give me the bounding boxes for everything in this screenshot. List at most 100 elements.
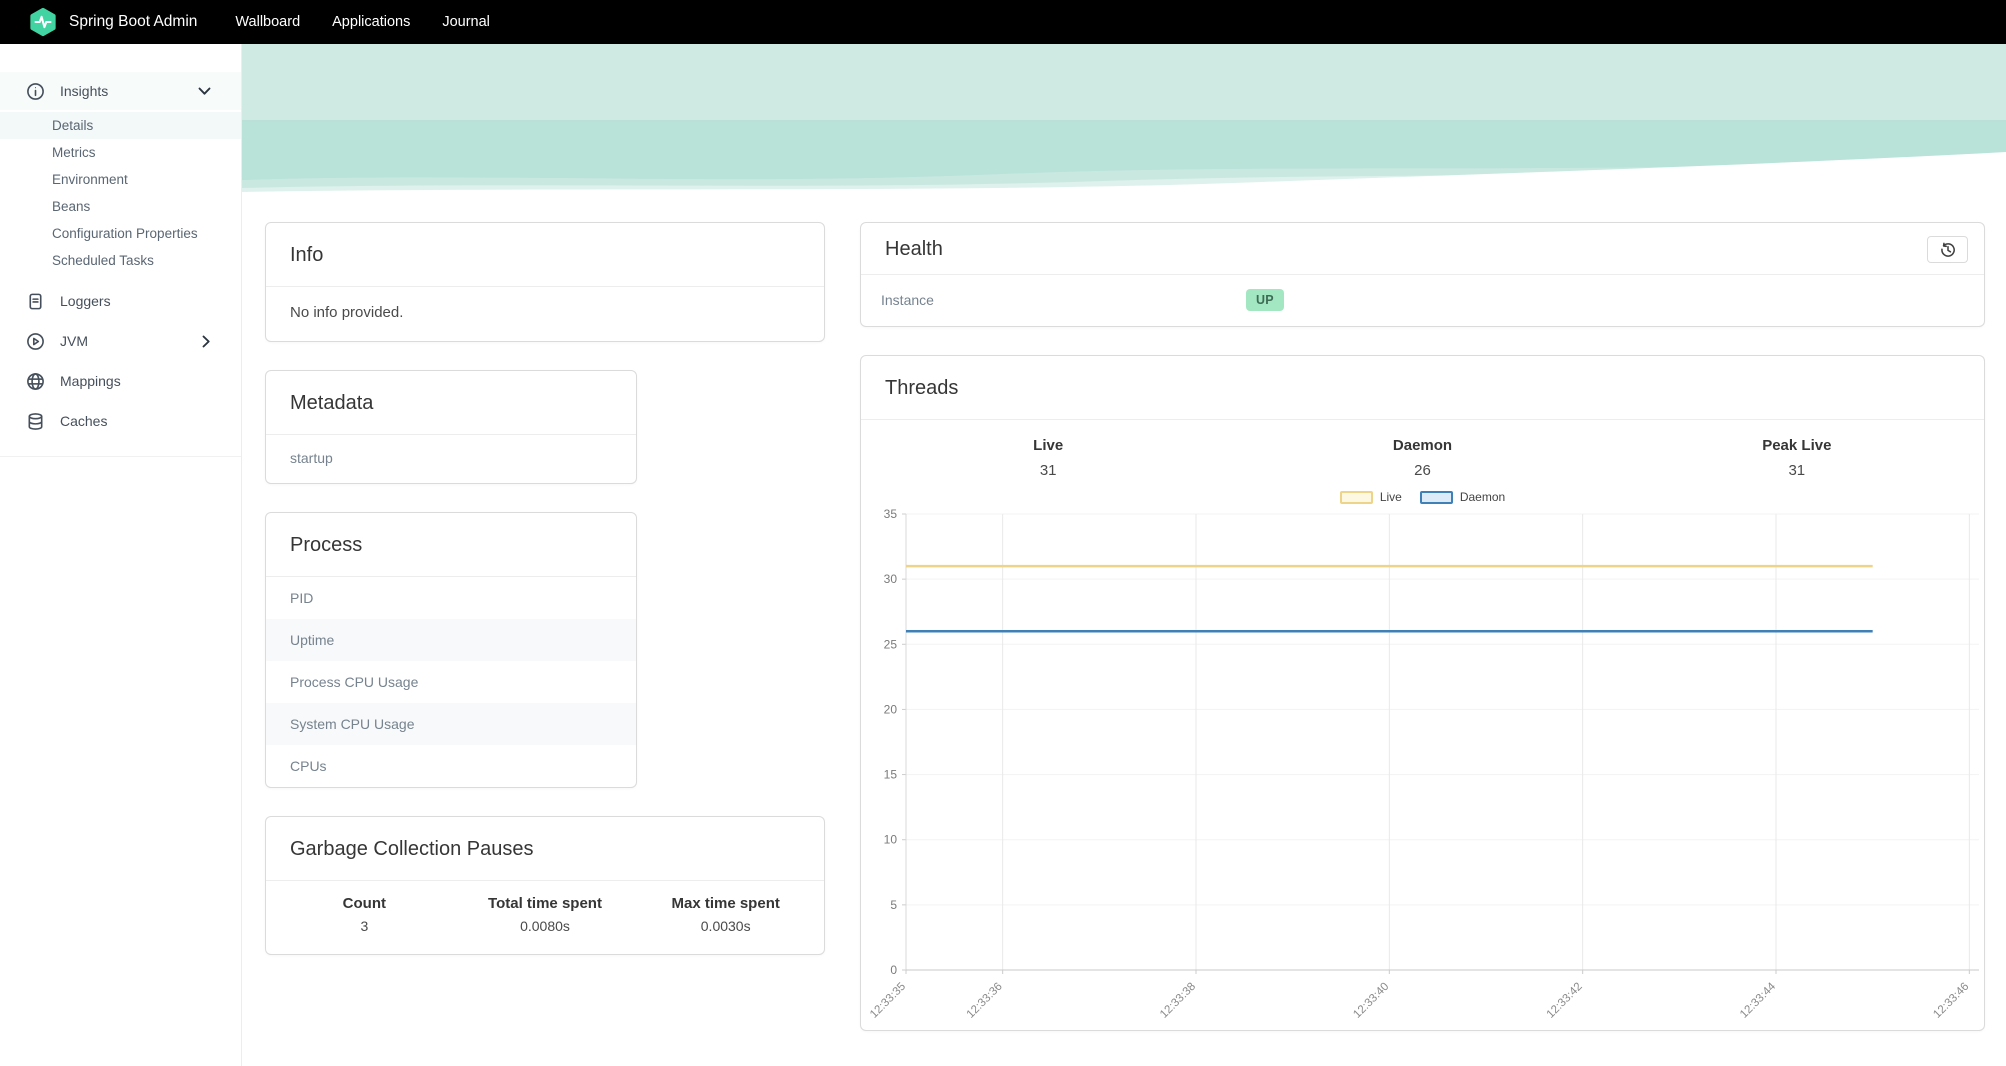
sidebar-item-label: Caches — [60, 413, 108, 429]
sidebar-item-configuration-properties[interactable]: Configuration Properties — [52, 226, 198, 241]
gc-total-time-column: Total time spent 0.0080s — [455, 895, 636, 934]
nav-journal[interactable]: Journal — [442, 14, 490, 30]
gc-count-column: Count 3 — [274, 895, 455, 934]
brand-home-link[interactable]: Spring Boot Admin — [12, 7, 211, 37]
process-card-title: Process — [290, 534, 363, 556]
sidebar-item-metrics[interactable]: Metrics — [52, 145, 96, 160]
process-row-process-cpu-usage: Process CPU Usage — [290, 674, 419, 690]
sidebar-item-scheduled-tasks[interactable]: Scheduled Tasks — [52, 253, 154, 268]
history-icon — [1940, 242, 1955, 257]
legend-swatch-daemon — [1419, 490, 1453, 504]
svg-text:15: 15 — [884, 768, 898, 782]
legend-swatch-live — [1339, 490, 1373, 504]
threads-peak-live-value: 31 — [1788, 462, 1806, 479]
svg-text:12:33:42: 12:33:42 — [1545, 981, 1585, 1021]
legend-entry-live[interactable]: Live — [1339, 490, 1402, 504]
health-card-title: Health — [885, 238, 943, 260]
health-instance-label: Instance — [881, 292, 934, 308]
threads-daemon-label: Daemon — [1392, 437, 1453, 454]
gc-pauses-card-title: Garbage Collection Pauses — [290, 838, 534, 860]
process-card: Process PID Uptime Process CPU Usage Sys… — [265, 512, 637, 788]
threads-daemon-value: 26 — [1414, 462, 1431, 479]
legend-label-live: Live — [1379, 490, 1402, 504]
svg-text:12:33:46: 12:33:46 — [1931, 981, 1971, 1021]
top-navbar: Spring Boot Admin Wallboard Applications… — [0, 0, 2006, 44]
nav-wallboard[interactable]: Wallboard — [235, 14, 301, 30]
sidebar-item-caches[interactable]: Caches — [0, 402, 241, 440]
svg-text:12:33:44: 12:33:44 — [1738, 980, 1779, 1021]
chart-legend: Live Daemon — [861, 481, 1984, 504]
process-row-uptime: Uptime — [266, 619, 636, 661]
sidebar-item-label: Insights — [60, 83, 109, 99]
legend-entry-daemon[interactable]: Daemon — [1419, 490, 1506, 504]
header-wave-banner — [242, 44, 2006, 194]
svg-text:20: 20 — [884, 702, 898, 716]
svg-text:5: 5 — [890, 898, 897, 912]
sidebar-item-loggers[interactable]: Loggers — [0, 282, 241, 320]
threads-live-stat: Live 31 — [861, 437, 1235, 479]
sidebar-item-label: JVM — [60, 333, 88, 349]
process-row-pid: PID — [290, 590, 314, 606]
health-card: Health Instance UP — [860, 222, 1985, 327]
gc-count-header: Count — [342, 895, 386, 912]
gc-total-time-value: 0.0080s — [520, 918, 570, 934]
sidebar-item-label: Mappings — [60, 373, 121, 389]
play-circle-icon — [27, 332, 44, 350]
health-instance-row: Instance UP — [861, 275, 1984, 326]
svg-text:35: 35 — [884, 507, 898, 521]
insights-submenu: Details Metrics Environment Beans Config… — [0, 110, 241, 280]
process-row-system-cpu-usage: System CPU Usage — [266, 703, 636, 745]
gc-max-time-value: 0.0030s — [700, 918, 751, 934]
divider — [266, 434, 636, 435]
svg-text:25: 25 — [884, 637, 898, 651]
threads-peak-live-label: Peak Live — [1762, 437, 1832, 454]
gc-table: Count 3 Total time spent 0.0080s Max tim… — [266, 881, 824, 954]
threads-live-label: Live — [1033, 437, 1064, 454]
gc-max-time-column: Max time spent 0.0030s — [635, 895, 816, 934]
threads-peak-live-stat: Peak Live 31 — [1610, 437, 1984, 479]
left-column: Info No info provided. Metadata startup … — [265, 222, 825, 983]
info-card: Info No info provided. — [265, 222, 825, 342]
metadata-row-startup: startup — [290, 450, 333, 466]
threads-stats: Live 31 Daemon 26 Peak Live 31 — [861, 420, 1984, 481]
legend-label-daemon: Daemon — [1459, 490, 1506, 504]
info-icon — [27, 82, 44, 100]
svg-text:12:33:40: 12:33:40 — [1351, 981, 1391, 1021]
svg-text:12:33:35: 12:33:35 — [868, 981, 908, 1021]
sidebar-item-beans[interactable]: Beans — [52, 199, 91, 214]
threads-card: Threads Live 31 Daemon 26 Peak Live — [860, 355, 1985, 1031]
threads-card-title: Threads — [885, 377, 959, 399]
metadata-card: Metadata startup — [265, 370, 637, 484]
nav-applications[interactable]: Applications — [332, 14, 411, 30]
sidebar: Insights Details Metrics Environment Bea… — [0, 44, 242, 1066]
divider — [266, 576, 636, 577]
sidebar-item-mappings[interactable]: Mappings — [0, 362, 241, 400]
info-card-title: Info — [290, 244, 324, 266]
sidebar-item-environment[interactable]: Environment — [52, 172, 128, 187]
health-history-button[interactable] — [1927, 236, 1968, 263]
svg-text:12:33:36: 12:33:36 — [965, 981, 1005, 1021]
status-badge-up: UP — [1246, 289, 1284, 311]
gc-pauses-card: Garbage Collection Pauses Count 3 Total … — [265, 816, 825, 955]
svg-text:12:33:38: 12:33:38 — [1158, 981, 1198, 1021]
sidebar-item-details[interactable]: Details — [0, 112, 241, 139]
document-icon — [29, 293, 42, 309]
chevron-down-icon — [198, 87, 211, 95]
threads-daemon-stat: Daemon 26 — [1235, 437, 1609, 479]
spring-boot-admin-logo-icon — [28, 7, 58, 37]
sidebar-item-insights[interactable]: Insights — [0, 72, 241, 110]
sidebar-item-label: Loggers — [60, 293, 111, 309]
divider — [266, 286, 824, 287]
process-row-cpus: CPUs — [290, 758, 327, 774]
metadata-card-title: Metadata — [290, 392, 374, 414]
divider — [266, 880, 824, 881]
main-content: Info No info provided. Metadata startup … — [242, 44, 2006, 1066]
sidebar-item-jvm[interactable]: JVM — [0, 322, 241, 360]
brand-title: Spring Boot Admin — [69, 13, 198, 30]
gc-total-time-header: Total time spent — [488, 895, 602, 912]
globe-icon — [27, 372, 44, 390]
svg-text:10: 10 — [884, 833, 898, 847]
divider — [861, 274, 1984, 275]
gc-count-value: 3 — [360, 918, 369, 934]
